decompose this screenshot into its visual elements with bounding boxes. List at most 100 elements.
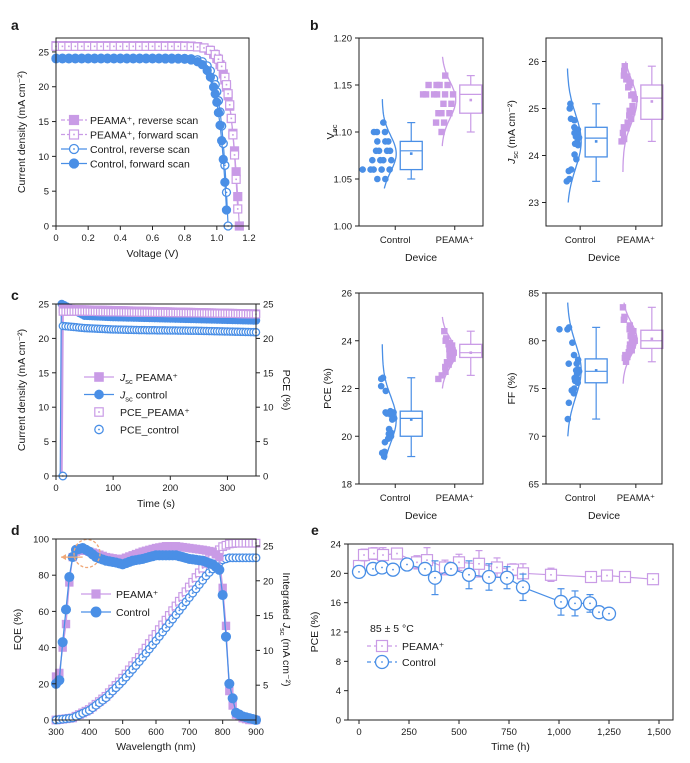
y2-label-j: J	[280, 622, 292, 629]
data-point-dot	[358, 570, 360, 573]
kde-curve	[381, 99, 397, 189]
panel-b-jsc-boxplot: 23 24 25 26 Control PEAMA⁺ Device Jsc (mA cm⁻²)	[506, 37, 664, 264]
x-axis-label: Device	[588, 510, 620, 522]
data-point	[381, 128, 389, 136]
y-tick-label: 60	[38, 607, 49, 618]
data-point	[374, 175, 381, 183]
legend-marker-dot	[73, 148, 75, 150]
data-point	[629, 109, 636, 116]
data-point	[571, 116, 578, 124]
x-axis-label: Time (s)	[137, 498, 175, 510]
data-point-dot	[87, 45, 89, 48]
legend-marker	[90, 606, 102, 618]
data-point-dot	[606, 574, 608, 577]
legend-label: PCE_control	[120, 425, 179, 437]
data-point	[622, 358, 630, 365]
y-tick-label: 18	[341, 480, 352, 491]
panel-label: e	[311, 522, 319, 538]
y2-tick-label: 5	[263, 437, 268, 448]
data-point	[570, 389, 578, 397]
data-point-dot	[195, 576, 197, 579]
data-point-dot	[175, 613, 177, 616]
legend-label: PEAMA⁺, reverse scan	[90, 115, 198, 127]
data-point-dot	[171, 609, 174, 612]
legend-marker	[68, 114, 80, 126]
y-tick-label: 10	[38, 403, 49, 414]
data-point	[374, 138, 381, 145]
plot-frame	[545, 37, 663, 227]
data-point-dot	[392, 568, 394, 571]
plot-frame	[358, 292, 484, 485]
data-point-dot	[373, 552, 375, 555]
data-point	[435, 110, 442, 117]
data-point	[432, 119, 440, 126]
data-point-dot	[121, 680, 124, 682]
legend-marker-dot	[381, 661, 383, 663]
legend-marker	[94, 372, 104, 382]
data-point-dot	[61, 45, 64, 48]
data-point	[367, 166, 374, 173]
x-tick-label: 700	[181, 727, 197, 738]
legend-label-main: J	[119, 372, 126, 384]
data-point	[565, 360, 573, 367]
box-iqr	[459, 343, 483, 359]
y-tick-label: 0	[336, 716, 341, 727]
data-point	[54, 675, 65, 686]
data-point	[380, 119, 387, 126]
x-tick-label: 1.2	[242, 233, 255, 244]
legend-marker-dot	[98, 411, 100, 413]
legend-label: PEAMA⁺	[402, 641, 445, 653]
data-point-dot	[382, 554, 384, 556]
group-control	[377, 344, 423, 461]
data-point	[372, 147, 380, 155]
data-point	[205, 72, 216, 82]
series-control-reverse-scan	[51, 53, 233, 231]
data-point	[449, 91, 457, 98]
x-category-label: PEAMA⁺	[617, 493, 655, 504]
y-tick-label: 5	[44, 437, 49, 448]
data-point	[381, 438, 389, 446]
data-point	[438, 372, 445, 379]
data-point-dot	[225, 83, 228, 86]
data-point-dot	[145, 45, 147, 48]
y2-tick-label: 5	[263, 681, 268, 692]
data-point	[628, 92, 635, 99]
data-point	[383, 147, 391, 155]
panel-label: a	[11, 17, 19, 33]
y-tick-label: 20	[38, 334, 49, 345]
x-tick-label: 1.0	[210, 233, 223, 244]
data-point	[382, 138, 389, 145]
group-control	[359, 99, 423, 189]
y-axis-label: Voc	[325, 124, 339, 139]
y-tick-label: 24	[341, 336, 352, 347]
box-mean	[650, 100, 654, 103]
x-tick-label: 250	[401, 727, 417, 738]
y-tick-label: 80	[528, 336, 539, 347]
x-axis-label: Time (h)	[491, 741, 530, 753]
data-point-dot	[198, 583, 201, 586]
y2-label-sub: sc	[278, 628, 287, 636]
data-point-dot	[522, 586, 524, 589]
y-tick-label: 25	[38, 47, 49, 58]
legend-label-main: PCE_control	[120, 425, 179, 437]
y-tick-label: 65	[528, 480, 539, 491]
data-point	[386, 166, 393, 173]
data-point-dot	[203, 47, 205, 49]
data-point-dot	[652, 578, 654, 580]
legend-marker	[91, 589, 101, 599]
y-axis-label-main: V	[325, 132, 337, 139]
data-point-dot	[550, 574, 552, 576]
data-point-dot	[624, 576, 626, 578]
x-tick-label: 300	[219, 483, 235, 494]
data-point	[57, 637, 68, 648]
data-point	[556, 325, 563, 333]
group-peama	[618, 61, 664, 173]
data-point-dot	[209, 49, 212, 52]
x-tick-label: 0.8	[178, 233, 191, 244]
data-point-dot	[236, 208, 239, 210]
data-point-dot	[181, 595, 184, 598]
y-axis-label: EQE (%)	[12, 609, 24, 650]
data-point	[631, 95, 638, 103]
panel-b-pce-boxplot: 18 20 22 24 26 Control PEAMA⁺ Device PCE (%)	[322, 289, 484, 522]
